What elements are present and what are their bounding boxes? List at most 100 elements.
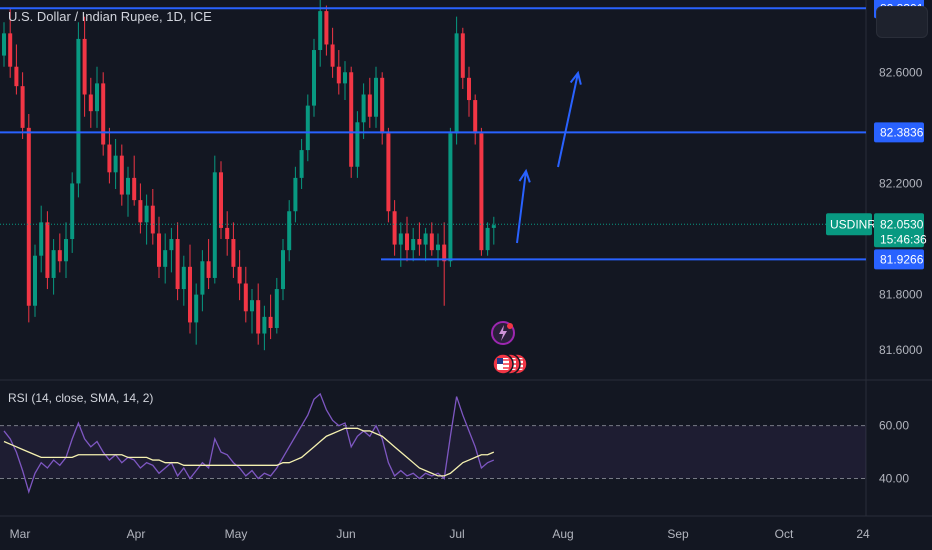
candle-body (45, 222, 50, 278)
candle-body (411, 239, 416, 251)
level-price-label: 81.9266 (880, 252, 924, 266)
candle-body (20, 86, 25, 128)
price-axis[interactable]: 82.600082.200081.800081.600082.800082.83… (826, 0, 927, 357)
price-grid (0, 0, 932, 517)
price-tick-label: 82.2000 (879, 176, 923, 190)
candle-body (138, 200, 143, 223)
candlestick-series (2, 0, 496, 351)
candle-body (219, 172, 223, 228)
level-price-badge[interactable] (874, 122, 924, 143)
candle-body (82, 38, 87, 95)
candle-body (169, 239, 174, 251)
event-markers[interactable] (491, 321, 528, 375)
time-tick-label: Apr (127, 527, 146, 541)
candle-body (132, 177, 137, 201)
candle-body (70, 183, 75, 240)
projection-arrows[interactable] (516, 70, 582, 244)
candle-body (442, 244, 447, 262)
symbol-badge[interactable] (826, 213, 872, 236)
candle-body (336, 66, 341, 84)
candle-body (95, 83, 99, 112)
time-axis[interactable]: Mar Apr May Jun Jul Aug Sep Oct 24 (10, 527, 870, 541)
candle-body (398, 233, 403, 245)
candle-body (361, 94, 366, 123)
time-tick-label: May (225, 527, 248, 541)
candle-body (237, 266, 242, 284)
countdown-label: 15:46:36 (880, 232, 927, 246)
candle-body (491, 225, 496, 228)
candle-body (188, 266, 192, 323)
arrow-up-long[interactable] (557, 72, 579, 168)
candle-body (299, 150, 304, 178)
candle-body (76, 38, 81, 184)
rsi-line (3, 392, 495, 494)
candle-body (144, 205, 149, 223)
candle-body (64, 239, 68, 262)
time-tick-label: Jul (449, 527, 464, 541)
candle-body (194, 294, 199, 323)
current-price-label: 82.0530 (880, 217, 924, 231)
candle-body (479, 133, 484, 251)
arrow-up-short-head[interactable] (518, 168, 531, 183)
candle-body (287, 211, 292, 251)
candle-body (423, 233, 428, 245)
candle-body (33, 255, 37, 306)
time-tick-label: Aug (552, 527, 573, 541)
arrow-up-short[interactable] (516, 170, 527, 244)
candle-body (126, 177, 130, 195)
candle-body (8, 33, 13, 67)
candle-body (231, 239, 236, 267)
price-tick-label: 82.6000 (879, 65, 923, 79)
candle-body (485, 227, 490, 251)
candle-body (330, 44, 335, 67)
candle-body (281, 250, 285, 290)
candle-body (448, 133, 453, 262)
candle-body (243, 283, 248, 312)
candle-body (454, 33, 459, 134)
candle-body (293, 177, 298, 212)
candle-body (150, 205, 155, 234)
candle-body (386, 133, 391, 212)
candle-body (181, 266, 186, 290)
current-price-badge[interactable] (874, 213, 924, 248)
rsi-indicator-label[interactable]: RSI (14, close, SMA, 14, 2) (8, 391, 154, 405)
level-price-label: 82.3836 (880, 125, 924, 139)
chart-title: U.S. Dollar / Indian Rupee, 1D, ICE (8, 9, 212, 24)
candle-body (436, 244, 440, 251)
arrow-up-long-head[interactable] (569, 70, 582, 85)
candle-body (163, 250, 168, 267)
candle-body (88, 94, 93, 112)
candle-body (324, 11, 329, 45)
time-tick-label: Oct (775, 527, 794, 541)
candle-body (2, 33, 6, 56)
candle-body (26, 127, 31, 306)
event-dot (507, 323, 513, 329)
candle-body (392, 211, 397, 245)
candle-body (349, 72, 354, 167)
rsi-tick-label: 60.00 (879, 419, 909, 433)
candle-body (429, 233, 434, 251)
candle-body (355, 122, 360, 167)
horizontal-levels[interactable] (0, 7, 866, 261)
rsi-sma-line (3, 427, 495, 477)
candle-body (51, 250, 56, 278)
candle-body (206, 261, 211, 278)
candle-body (256, 300, 261, 334)
rsi-pane: 60.00 40.00 (0, 392, 909, 494)
candle-body (417, 239, 422, 245)
time-tick-label: Sep (667, 527, 689, 541)
level-price-badge[interactable] (874, 249, 924, 270)
candle-body (262, 316, 267, 334)
candle-body (318, 11, 323, 51)
lightning-bolt-icon (499, 325, 507, 341)
time-tick-label: Jun (336, 527, 355, 541)
candle-body (157, 233, 161, 267)
candle-body (14, 66, 19, 87)
chart-menu-button[interactable] (876, 6, 928, 38)
candle-body (101, 83, 106, 145)
candle-body (39, 222, 44, 256)
candle-body (212, 172, 217, 278)
candle-body (200, 261, 205, 295)
candle-body (225, 227, 230, 240)
